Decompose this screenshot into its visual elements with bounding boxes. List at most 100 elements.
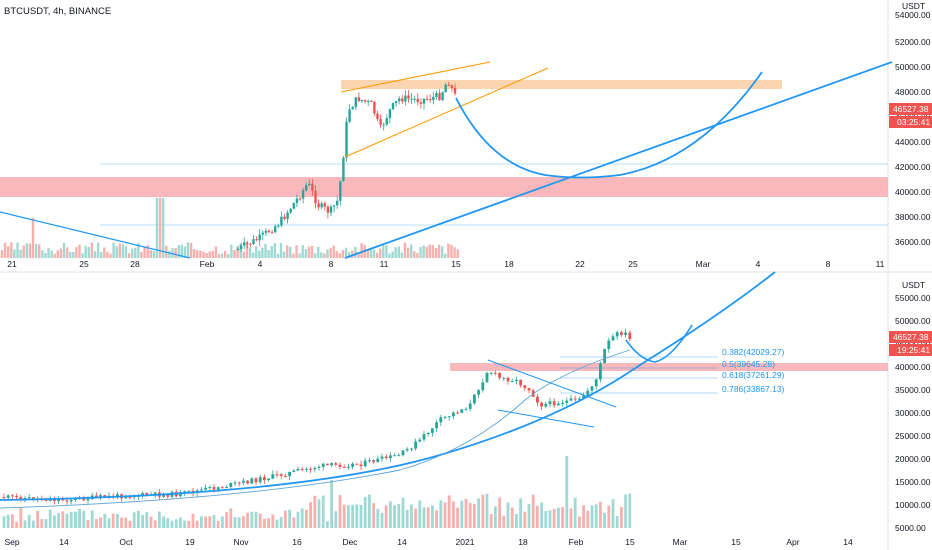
fib-label-0382: 0.382(42029.27) bbox=[722, 347, 785, 357]
bottom-y-axis: 55000.0050000.0045000.0040000.0035000.00… bbox=[895, 293, 931, 533]
volume-bar bbox=[149, 516, 153, 528]
fib-label-0786: 0.786(33867.13) bbox=[722, 384, 785, 394]
volume-bar bbox=[443, 502, 447, 528]
volume-bar bbox=[360, 243, 363, 258]
candle-body bbox=[586, 390, 590, 396]
candle-body bbox=[599, 363, 602, 380]
top-y-tick-label: 36000.00 bbox=[895, 237, 931, 247]
volume-bar bbox=[276, 253, 280, 258]
volume-bar bbox=[355, 504, 359, 528]
volume-bar bbox=[134, 247, 137, 258]
candle-body bbox=[27, 497, 31, 499]
volume-bar bbox=[460, 500, 464, 528]
volume-bar bbox=[86, 519, 90, 528]
volume-bar bbox=[242, 251, 245, 258]
candle-body bbox=[398, 98, 401, 102]
volume-bar bbox=[258, 513, 262, 528]
volume-bar bbox=[298, 253, 301, 258]
volume-bar bbox=[250, 511, 254, 528]
volume-bar bbox=[391, 251, 394, 258]
volume-bar bbox=[78, 244, 81, 258]
volume-bar bbox=[586, 510, 590, 528]
candle-body bbox=[422, 434, 426, 440]
volume-bar bbox=[225, 512, 228, 528]
volume-bar bbox=[107, 518, 111, 528]
volume-bar bbox=[380, 512, 384, 528]
volume-bar bbox=[146, 245, 149, 258]
candle-body bbox=[242, 480, 245, 483]
top-x-tick-label: 18 bbox=[504, 259, 514, 269]
top-y-tick-label: 54000.00 bbox=[895, 10, 931, 20]
volume-bar bbox=[261, 247, 264, 258]
volume-bar bbox=[121, 244, 125, 258]
volume-bar bbox=[186, 242, 190, 258]
candle-body bbox=[494, 372, 497, 374]
volume-bar bbox=[447, 243, 450, 258]
volume-bar bbox=[313, 495, 317, 528]
bottom-x-tick-label: Feb bbox=[569, 537, 584, 547]
candle-body bbox=[321, 463, 325, 467]
volume-bar bbox=[288, 509, 291, 528]
volume-bar bbox=[69, 251, 72, 258]
volume-bar bbox=[245, 242, 249, 258]
volume-bar bbox=[0, 250, 4, 258]
candle-body bbox=[6, 495, 10, 498]
volume-bar bbox=[273, 243, 276, 258]
volume-bar bbox=[158, 511, 161, 528]
volume-bar bbox=[56, 250, 59, 258]
candle-body bbox=[57, 499, 60, 502]
candle-body bbox=[394, 101, 398, 104]
volume-bar bbox=[239, 243, 242, 258]
volume-bar bbox=[90, 510, 94, 528]
volume-bar bbox=[230, 244, 233, 258]
volume-bar bbox=[406, 247, 410, 258]
candle-body bbox=[239, 245, 243, 249]
bottom-y-tick-label: 15000.00 bbox=[895, 477, 931, 487]
candle-body bbox=[401, 98, 404, 102]
candle-body bbox=[384, 456, 388, 459]
volume-bar bbox=[351, 504, 354, 528]
candle-body bbox=[187, 490, 191, 492]
volume-bar bbox=[410, 244, 413, 258]
candle-body bbox=[334, 463, 338, 465]
candle-body bbox=[332, 205, 336, 207]
volume-bar bbox=[329, 248, 332, 258]
bottom-y-tick-label: 20000.00 bbox=[895, 454, 931, 464]
volume-bar bbox=[53, 515, 56, 528]
bottom-y-tick-label: 35000.00 bbox=[895, 385, 931, 395]
volume-bar bbox=[196, 250, 199, 258]
volume-bar bbox=[50, 250, 53, 258]
candle-body bbox=[124, 497, 128, 499]
volume-bar bbox=[115, 246, 118, 258]
volume-bar bbox=[211, 250, 214, 258]
volume-bar bbox=[99, 517, 102, 528]
candle-body bbox=[422, 98, 426, 104]
volume-bar bbox=[95, 519, 98, 528]
wedge-lower-line bbox=[497, 409, 595, 428]
candle-body bbox=[620, 332, 623, 335]
candle-body bbox=[345, 121, 348, 158]
volume-bar bbox=[292, 517, 296, 528]
volume-bar bbox=[342, 504, 346, 528]
volume-bar bbox=[330, 480, 333, 528]
candle-body bbox=[453, 87, 457, 94]
volume-bar bbox=[418, 500, 422, 528]
volume-bar bbox=[217, 253, 221, 258]
volume-bar bbox=[368, 494, 371, 528]
candle-body bbox=[628, 332, 632, 340]
candle-body bbox=[252, 239, 255, 245]
volume-bar bbox=[152, 251, 156, 258]
volume-bar bbox=[573, 497, 577, 528]
candle-body bbox=[53, 499, 56, 502]
volume-bar bbox=[536, 505, 539, 528]
candle-body bbox=[565, 400, 569, 403]
candle-body bbox=[363, 460, 367, 467]
candle-body bbox=[254, 478, 258, 483]
volume-bar bbox=[140, 252, 143, 258]
volume-bar bbox=[397, 246, 400, 258]
volume-bar bbox=[286, 245, 289, 258]
volume-bar bbox=[124, 517, 128, 528]
volume-bar bbox=[28, 243, 32, 258]
